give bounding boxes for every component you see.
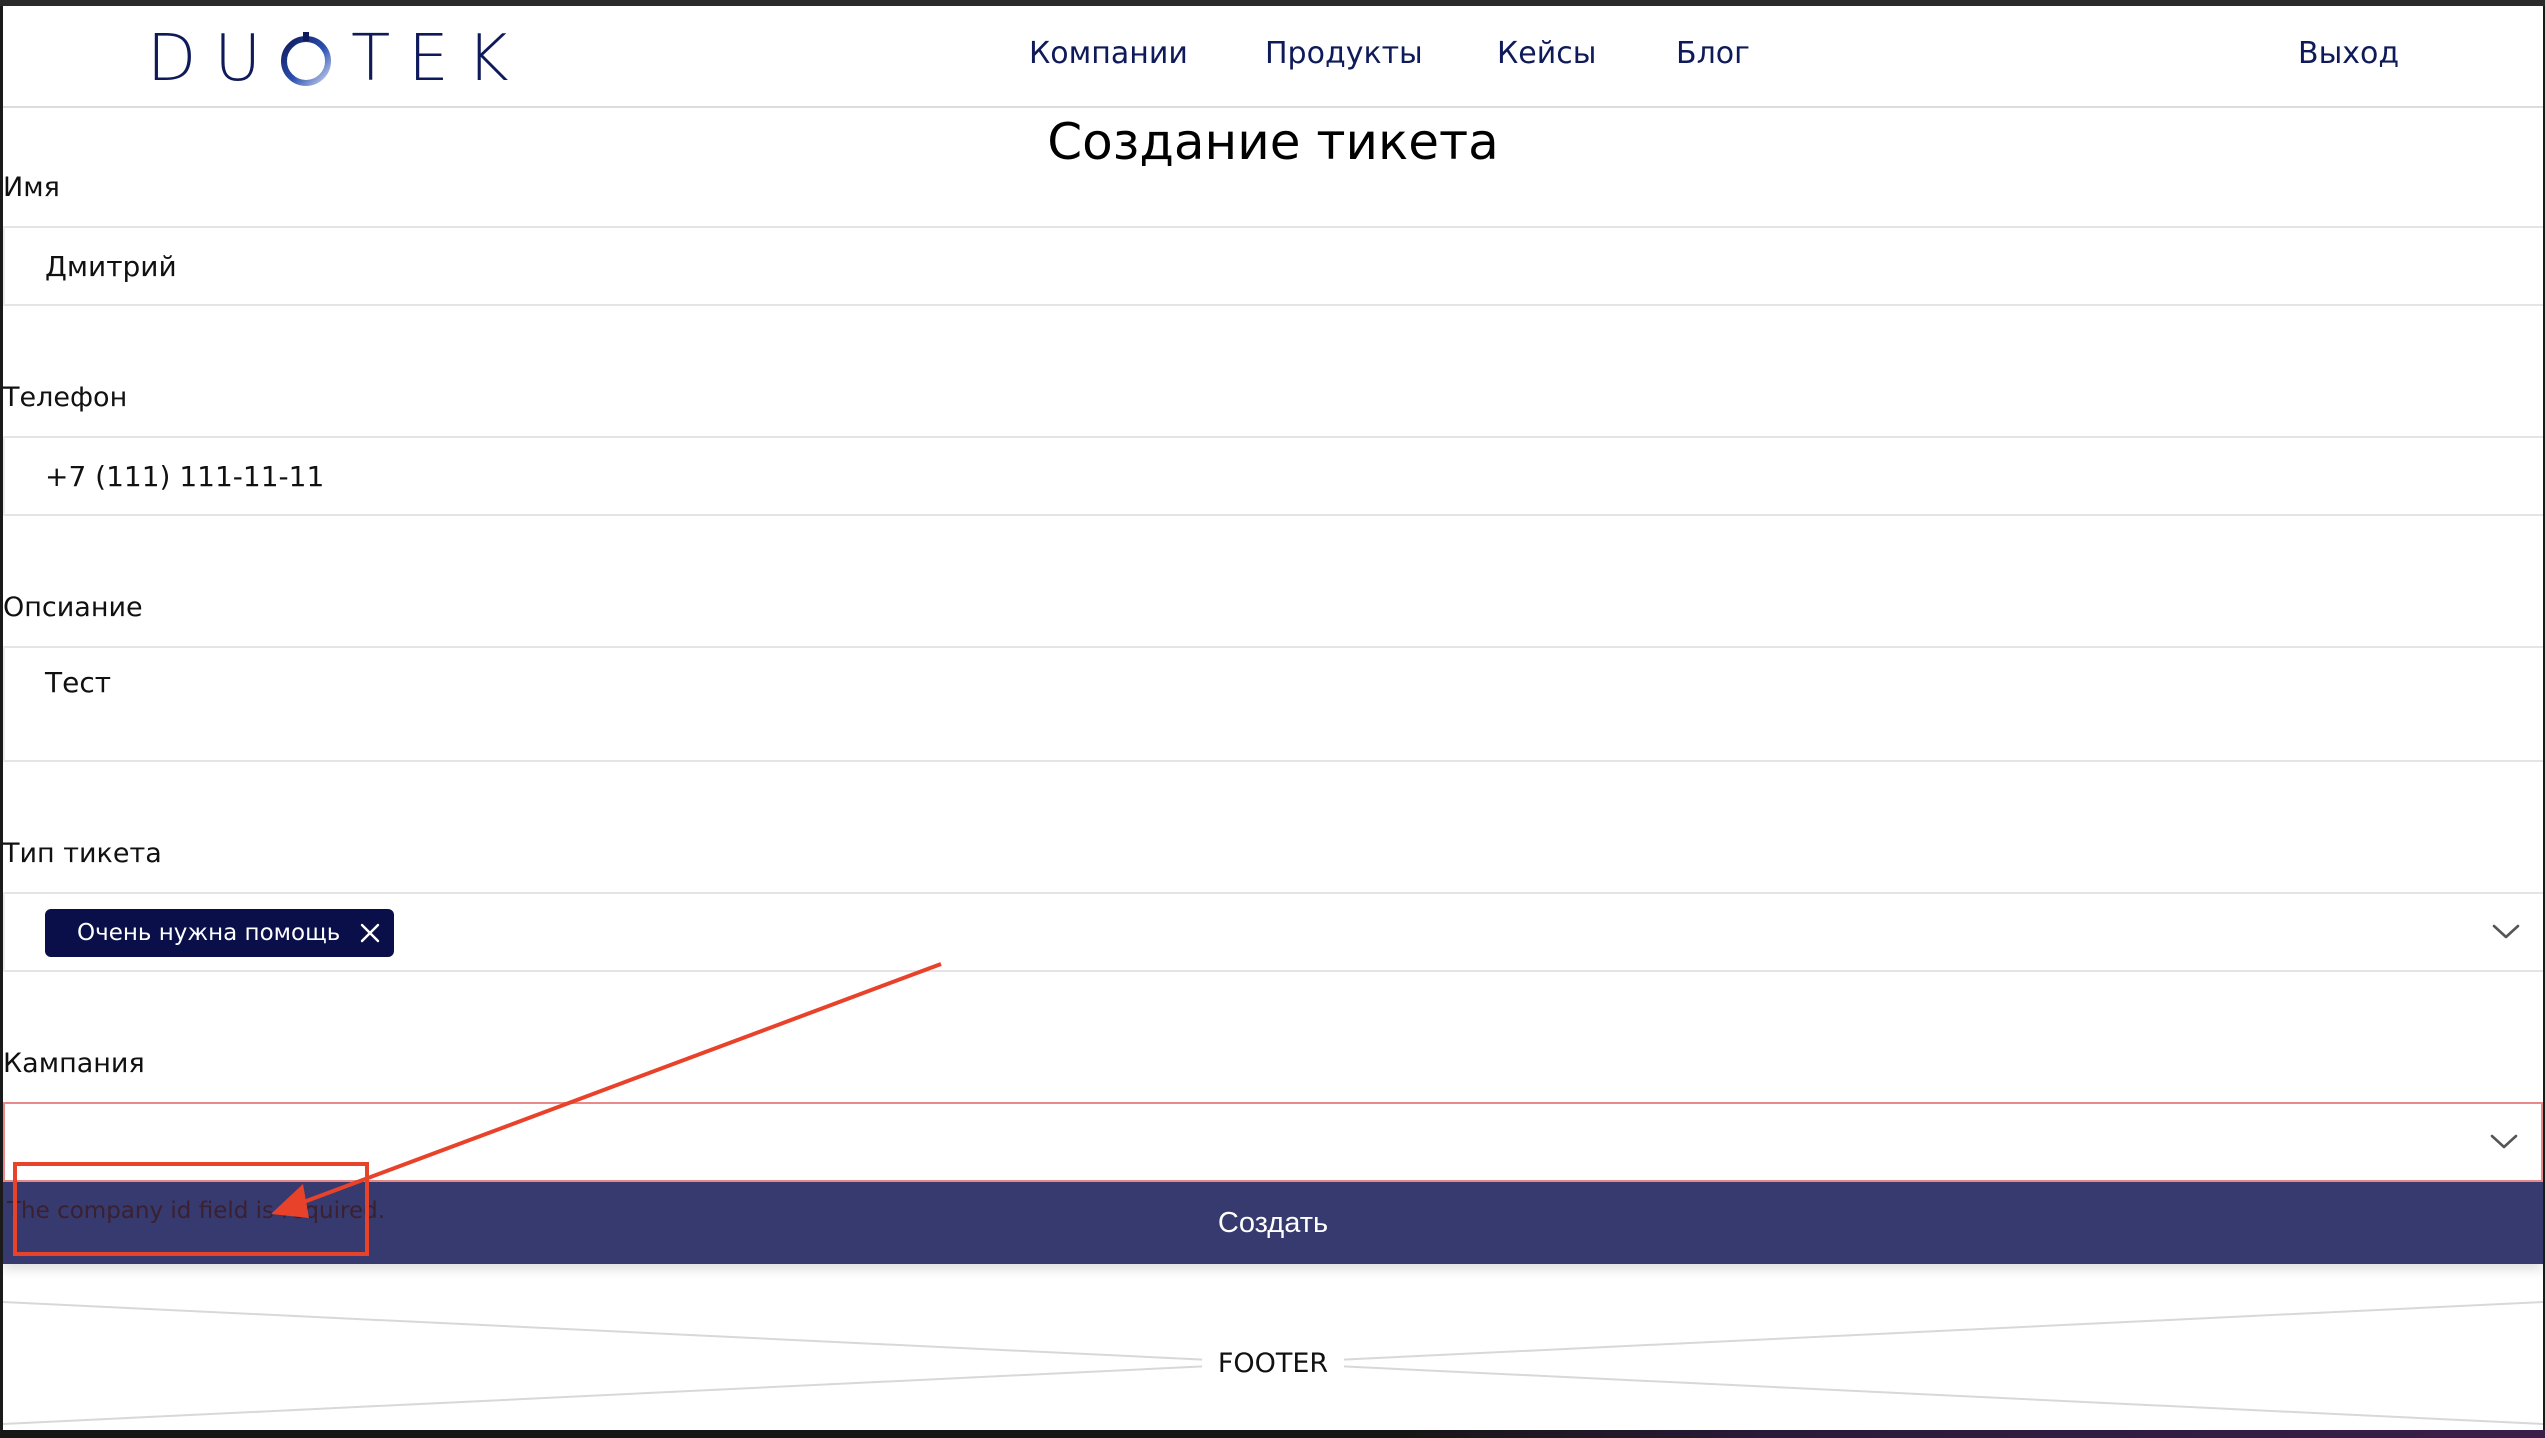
browser-bottom-strip bbox=[0, 1430, 2545, 1438]
nav-item-blog[interactable]: Блог bbox=[1676, 36, 1750, 71]
page-title: Создание тикета bbox=[1047, 113, 1499, 171]
header: DU TEK Компании Продукты Кейсы Блог Вы bbox=[3, 6, 2543, 108]
main-nav: Компании Продукты Кейсы Блог bbox=[3, 36, 2543, 80]
nav-item-cases[interactable]: Кейсы bbox=[1497, 36, 1597, 71]
campaign-select[interactable] bbox=[3, 1102, 2543, 1182]
campaign-label: Кампания bbox=[3, 1048, 145, 1079]
close-icon[interactable] bbox=[358, 921, 382, 945]
logo[interactable]: DU TEK bbox=[147, 22, 527, 96]
ticket-type-tag: Очень нужна помощь bbox=[45, 909, 395, 957]
chevron-down-icon[interactable] bbox=[2491, 922, 2521, 942]
ticket-type-select[interactable]: Очень нужна помощь bbox=[3, 892, 2543, 972]
nav-item-companies[interactable]: Компании bbox=[1029, 36, 1188, 71]
logout-link[interactable]: Выход bbox=[2298, 36, 2400, 71]
chevron-down-icon[interactable] bbox=[2489, 1132, 2519, 1152]
page: DU TEK Компании Продукты Кейсы Блог Вы bbox=[3, 6, 2543, 1430]
ticket-type-label: Тип тикета bbox=[3, 838, 162, 869]
nav-item-products[interactable]: Продукты bbox=[1265, 36, 1423, 71]
logo-text-left: DU bbox=[147, 22, 280, 96]
ticket-type-tag-label: Очень нужна помощь bbox=[77, 920, 341, 946]
logo-ring-icon bbox=[281, 32, 332, 86]
name-value: Дмитрий bbox=[45, 250, 177, 283]
submit-button[interactable]: Создать bbox=[3, 1182, 2543, 1264]
footer: FOOTER bbox=[3, 1296, 2543, 1430]
logo-text-right: TEK bbox=[351, 22, 527, 96]
description-value: Тест bbox=[45, 666, 112, 699]
phone-label: Телефон bbox=[3, 382, 128, 413]
name-field[interactable]: Дмитрий bbox=[3, 226, 2543, 306]
browser-top-strip bbox=[0, 0, 2545, 6]
phone-field[interactable]: +7 (111) 111-11-11 bbox=[3, 436, 2543, 516]
description-field[interactable]: Тест bbox=[3, 646, 2543, 762]
phone-value: +7 (111) 111-11-11 bbox=[45, 460, 325, 493]
name-label: Имя bbox=[3, 172, 60, 203]
footer-label: FOOTER bbox=[3, 1296, 2543, 1430]
description-label: Опсиание bbox=[3, 592, 143, 623]
campaign-error-message: The company id field is required. bbox=[7, 1198, 386, 1224]
